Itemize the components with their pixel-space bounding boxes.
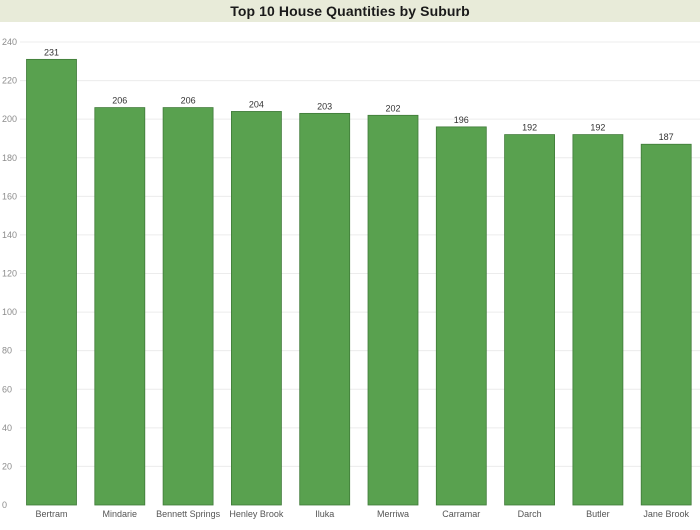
x-tick-label: Jane Brook	[643, 509, 689, 519]
y-tick-label: 120	[2, 269, 17, 279]
y-tick-label: 140	[2, 230, 17, 240]
y-tick-label: 200	[2, 114, 17, 124]
x-tick-label: Merriwa	[377, 509, 409, 519]
bar-bertram	[26, 58, 77, 506]
data-label: 206	[112, 96, 127, 106]
y-tick-label: 60	[2, 384, 12, 394]
x-tick-label: Darch	[518, 509, 542, 519]
bar-carramar	[435, 126, 487, 506]
x-tick-label: Butler	[586, 509, 610, 519]
bar-bennett-springs	[162, 107, 214, 506]
data-label: 203	[317, 101, 332, 111]
data-label: 192	[522, 123, 537, 133]
bar-iluka	[299, 112, 351, 506]
y-tick-label: 180	[2, 153, 17, 163]
bar-merriwa	[367, 114, 419, 506]
data-label: 231	[44, 47, 59, 57]
bar-butler	[572, 134, 624, 506]
x-tick-label: Carramar	[442, 509, 480, 519]
data-label: 187	[659, 132, 674, 142]
x-tick-label: Bennett Springs	[156, 509, 221, 519]
y-tick-label: 240	[2, 37, 17, 47]
data-label: 204	[249, 99, 264, 109]
x-tick-label: Iluka	[315, 509, 334, 519]
y-tick-label: 20	[2, 461, 12, 471]
bar-darch	[504, 134, 556, 506]
y-tick-label: 220	[2, 76, 17, 86]
bar-henley-brook	[230, 111, 282, 506]
y-tick-label: 160	[2, 191, 17, 201]
y-tick-label: 80	[2, 346, 12, 356]
x-tick-label: Bertram	[35, 509, 67, 519]
chart-title-bar: Top 10 House Quantities by Suburb	[0, 0, 700, 22]
bar-mindarie	[94, 107, 146, 506]
x-tick-label: Mindarie	[103, 509, 138, 519]
bar-jane-brook	[640, 143, 692, 506]
x-tick-label: Henley Brook	[229, 509, 284, 519]
chart-title: Top 10 House Quantities by Suburb	[230, 3, 470, 19]
y-tick-label: 40	[2, 423, 12, 433]
data-label: 206	[181, 96, 196, 106]
y-tick-label: 0	[2, 500, 7, 510]
data-label: 192	[590, 123, 605, 133]
data-label: 202	[385, 103, 400, 113]
y-tick-label: 100	[2, 307, 17, 317]
data-label: 196	[454, 115, 469, 125]
